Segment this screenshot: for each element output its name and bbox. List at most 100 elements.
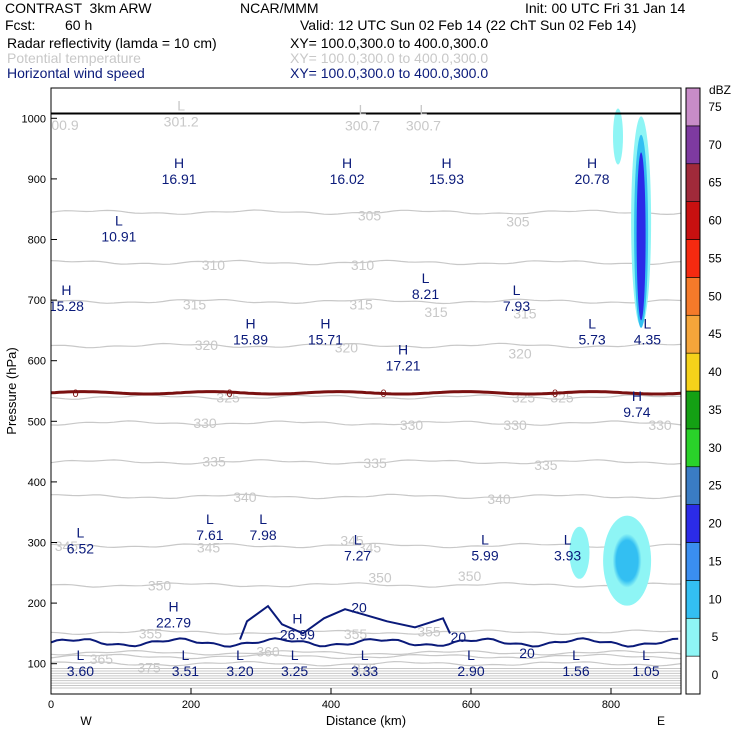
theta-contour-label: 340 [487, 491, 511, 507]
field-theta-name: Potential temperature [7, 50, 141, 66]
extremum-value: 22.79 [156, 614, 191, 630]
freezing-line-label: 0 [552, 388, 558, 400]
theta-contour-label: 375 [353, 661, 377, 677]
y-tick-label: 600 [28, 356, 46, 368]
field-reflectivity-name: Radar reflectivity (lamda = 10 cm) [7, 35, 217, 51]
fcst-value: 60 h [65, 17, 93, 33]
theta-contour-label: 350 [368, 570, 392, 586]
colorbar-swatch [685, 352, 701, 392]
colorbar-swatch [685, 239, 701, 278]
theta-contour-label: 350 [148, 578, 172, 594]
extremum-kind: H [398, 341, 408, 357]
colorbar-swatch [685, 580, 701, 619]
theta-contour-label: 360 [256, 644, 280, 660]
y-tick-label: 300 [28, 538, 46, 550]
x-tick-label: 0 [48, 699, 54, 711]
freezing-line-label: 0 [380, 388, 386, 400]
theta-contour-330 [51, 420, 681, 426]
extremum-value: 1.56 [562, 663, 589, 679]
extremum-kind: L [588, 315, 596, 331]
colorbar-label: 60 [708, 214, 722, 228]
theta-contour-375 [51, 660, 681, 667]
extremum-kind: H [441, 155, 451, 171]
extremum-kind: L [572, 647, 580, 663]
theta-contour-label: 335 [363, 455, 387, 471]
colorbar-label: 50 [708, 289, 722, 303]
x-tick-label: 600 [462, 699, 480, 711]
extremum-kind: L [481, 532, 489, 548]
wind-contour-label: 20 [519, 645, 535, 661]
colorbar-label: 70 [708, 138, 722, 152]
reflectivity-cell [569, 526, 590, 579]
colorbar-swatch [685, 277, 701, 316]
theta-contour-label: 365 [90, 651, 114, 667]
theta-contour-label: 330 [648, 417, 672, 433]
extremum-kind: L [359, 102, 367, 118]
fcst-label: Fcst: [5, 17, 36, 33]
extremum-kind: L [422, 270, 430, 286]
extremum-value: 3.25 [281, 663, 308, 679]
x-axis-title: Distance (km) [326, 713, 406, 728]
field-wind-xy: XY= 100.0,300.0 to 400.0,300.0 [290, 65, 489, 81]
extremum-value: 6.52 [67, 540, 94, 556]
extremum-kind: H [61, 282, 71, 298]
y-tick-label: 500 [28, 416, 46, 428]
colorbar-label: 75 [708, 100, 722, 114]
extremum-kind: L [259, 511, 267, 527]
colorbar-label: 65 [708, 176, 722, 190]
extremum-kind: L [513, 282, 521, 298]
colorbar-label: 40 [708, 365, 722, 379]
theta-contour-label: 330 [400, 417, 424, 433]
colorbar-swatch [685, 617, 701, 657]
colorbar-label: 25 [708, 479, 722, 493]
theta-contour-355 [51, 629, 681, 636]
extremum-kind: L [115, 212, 123, 228]
extremum-value: 15.93 [429, 171, 464, 187]
colorbar-label: 55 [708, 251, 722, 265]
extremum-value: 17.21 [386, 357, 421, 373]
model-title: CONTRAST 3km ARW [5, 0, 152, 16]
extremum-kind: L [236, 647, 244, 663]
y-tick-label: 100 [28, 659, 46, 671]
colorbar-frame [685, 87, 701, 695]
theta-contour-label: 305 [358, 207, 382, 223]
extremum-value: 20.78 [575, 171, 610, 187]
extremum-value: 15.89 [233, 331, 268, 347]
extremum-kind: L [564, 532, 572, 548]
extremum-kind: L [644, 315, 652, 331]
extremum-kind: L [77, 524, 85, 540]
colorbar-swatch [685, 201, 701, 240]
colorbar-swatch [685, 390, 701, 430]
theta-contour-label: 345 [197, 539, 221, 555]
theta-contour-label: 335 [534, 457, 558, 473]
extremum-kind: H [174, 155, 184, 171]
extremum-kind: L [291, 647, 299, 663]
theta-contour-335 [51, 459, 681, 465]
reflectivity-cell-core [636, 152, 646, 321]
y-tick-label: 800 [28, 235, 46, 247]
extremum-value: 7.61 [196, 527, 223, 543]
extremum-value: 9.74 [623, 404, 650, 420]
theta-contour-label: 375 [137, 659, 161, 675]
extremum-value: 10.91 [101, 228, 136, 244]
theta-contour-315 [51, 298, 681, 305]
y-tick-label: 900 [28, 174, 46, 186]
theta-contour-label: 315 [349, 296, 373, 312]
extremum-value: 3.51 [172, 663, 199, 679]
theta-contour-label: 345 [55, 538, 79, 554]
theta-contour-label: 320 [335, 339, 359, 355]
extremum-value: 3.93 [554, 548, 581, 564]
colorbar-unit: dBZ [709, 83, 731, 97]
extremum-value: 300.7 [345, 118, 380, 134]
y-tick-label: 200 [28, 598, 46, 610]
extremum-value: 3.33 [351, 663, 378, 679]
x-tick-label: 400 [322, 699, 340, 711]
reflectivity-cell [603, 515, 652, 606]
extremum-value: 2.90 [457, 663, 484, 679]
wind-contour-label: 20 [451, 629, 467, 645]
extremum-value: 16.02 [330, 171, 365, 187]
theta-contour-label: 315 [424, 304, 448, 320]
colorbar-label: 35 [708, 403, 722, 417]
theta-contour-label: 315 [183, 296, 207, 312]
